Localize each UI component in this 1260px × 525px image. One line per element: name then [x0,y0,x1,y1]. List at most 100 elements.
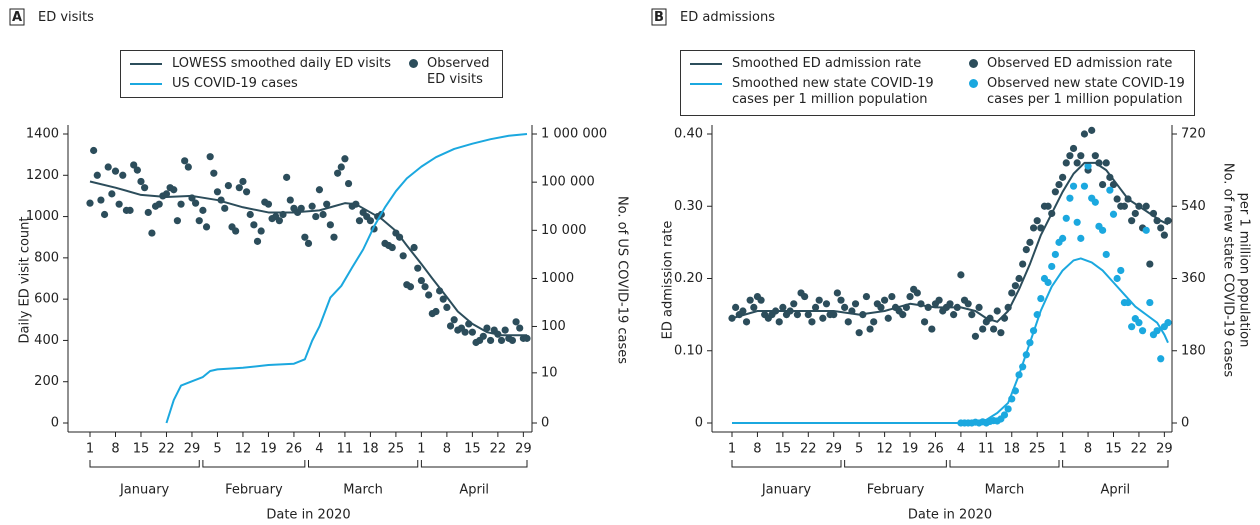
data-point [1128,217,1136,225]
x-tick-label: 1 [86,442,94,457]
data-point [1055,180,1063,189]
data-point [242,188,251,196]
month-label: January [761,483,812,498]
data-point [971,332,980,340]
series-line [732,257,1169,424]
data-point [946,300,954,308]
data-point [964,300,972,308]
data-point [1088,126,1096,134]
data-point [1077,234,1085,242]
data-point [1109,210,1118,218]
x-tick-label: 18 [1003,442,1020,457]
data-point [257,227,265,235]
data-point [746,296,754,304]
data-point [1026,238,1034,246]
data-point [1080,182,1089,190]
data-point [1062,214,1070,222]
data-point [899,311,907,319]
data-point [461,328,469,336]
data-point [399,252,407,260]
x-tick-label: 22 [1131,442,1148,457]
data-point [1153,327,1161,335]
y2-tick-label: 1000 [541,271,574,286]
data-point [148,229,156,237]
data-point [312,212,320,221]
data-point [414,264,422,272]
data-point [479,332,487,340]
legend-swatch [969,59,978,68]
data-point [308,202,316,210]
y-tick-label: 0.30 [674,199,703,214]
data-point [104,163,112,171]
panel-label: B [654,10,664,25]
data-point [315,186,324,194]
data-point [1080,130,1089,138]
data-point [1091,152,1099,160]
y2-tick-label: 720 [1181,127,1206,142]
y-tick-label: 1000 [26,209,59,224]
data-point [202,223,211,231]
month-label: April [459,483,489,498]
data-point [250,221,258,229]
data-point [443,303,451,311]
data-point [888,292,896,301]
data-point [155,200,163,208]
month-bracket [308,460,419,468]
x-tick-label: 15 [775,442,792,457]
x-tick-label: 29 [825,442,842,457]
data-point [993,307,1001,315]
x-axis-label: Date in 2020 [266,508,350,523]
data-point [344,179,353,188]
data-point [232,227,240,235]
data-point [808,318,816,326]
data-point [297,204,305,212]
y2-tick-label: 100 [541,319,566,334]
data-point [1084,162,1092,170]
data-point [119,171,127,179]
legend-label: Observed ED admission rate [987,56,1173,71]
data-point [115,200,123,208]
data-point [326,221,334,229]
data-point [264,200,273,208]
data-point [750,303,758,311]
data-point [1019,260,1027,268]
data-point [877,303,885,311]
data-point [126,206,134,214]
data-point [739,307,747,315]
x-axis-label: Date in 2020 [908,508,992,523]
data-point [1011,282,1020,290]
data-point [1146,298,1154,307]
data-point [330,233,338,241]
month-bracket [731,460,842,468]
data-point [213,188,222,196]
data-point [920,318,929,326]
month-label: February [867,483,925,498]
data-point [486,336,495,345]
data-point [1069,144,1078,153]
data-point [406,283,415,291]
month-label: March [985,483,1025,498]
legend-swatch [409,59,418,68]
y2-tick-label: 180 [1181,343,1206,358]
y-tick-label: 0.20 [674,271,703,286]
data-point [866,325,874,333]
data-point [195,217,203,225]
data-point [775,318,783,326]
data-point [199,206,207,214]
data-point [210,169,218,177]
y-tick-label: 1200 [26,168,59,183]
month-label: February [225,483,283,498]
x-tick-label: 4 [957,442,965,457]
panel-label-box [9,8,25,26]
data-point [483,324,491,332]
x-tick-label: 22 [490,442,507,457]
data-point [523,334,531,342]
series-line [89,180,527,337]
y2-tick-label: 10 000 [541,223,587,238]
data-point [870,318,878,326]
data-point [173,217,181,225]
month-bracket [844,460,947,468]
legend-label: LOWESS smoothed daily ED visits [172,56,391,71]
data-point [975,303,983,311]
x-tick-label: 18 [362,442,379,457]
